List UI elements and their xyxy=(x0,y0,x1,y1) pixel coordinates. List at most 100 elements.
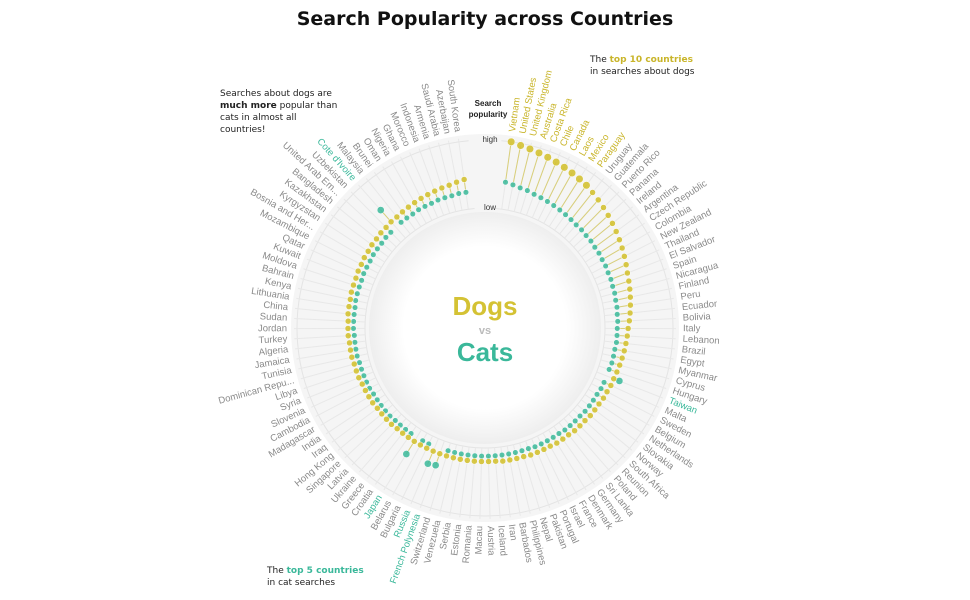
r-grid-ring xyxy=(296,140,674,517)
cat-dot xyxy=(376,206,385,214)
cat-dot xyxy=(567,422,574,429)
dog-dot xyxy=(348,353,356,361)
dog-dot xyxy=(354,267,362,275)
dog-dot xyxy=(595,196,602,204)
category-label: Egypt xyxy=(679,355,705,370)
dog-dot xyxy=(627,301,634,309)
dog-dot xyxy=(369,399,376,407)
dogs-note: Searches about dogs are much more popula… xyxy=(220,88,340,136)
cat-dot xyxy=(614,318,621,325)
cat-dot xyxy=(606,366,613,373)
cat-dot xyxy=(462,189,469,196)
cat-dot xyxy=(572,417,579,424)
dog-dot xyxy=(417,195,425,202)
dog-dot xyxy=(581,417,589,424)
dog-dot xyxy=(405,434,412,441)
dog-dot xyxy=(620,347,628,355)
spoke xyxy=(391,161,427,224)
dog-dot xyxy=(423,444,430,452)
dog-dot xyxy=(589,189,596,196)
cat-dot xyxy=(562,211,569,218)
cat-dot xyxy=(605,269,612,276)
cat-dot xyxy=(599,256,606,263)
cat-dot xyxy=(583,232,590,239)
dog-dot xyxy=(507,137,516,146)
dog-dot xyxy=(358,380,366,388)
connector xyxy=(559,178,580,211)
category-label: Sudan xyxy=(260,311,288,323)
cat-dot xyxy=(350,318,357,325)
dog-dot xyxy=(471,457,478,465)
dog-dot xyxy=(609,220,616,227)
spoke xyxy=(418,148,445,216)
dog-dot xyxy=(438,184,446,192)
dog-dot xyxy=(350,360,358,368)
dog-dot xyxy=(382,224,390,231)
dog-dot xyxy=(540,446,548,453)
dog-dot xyxy=(559,435,567,443)
spoke xyxy=(382,166,422,227)
cat-dot xyxy=(360,270,367,277)
category-label: Romania xyxy=(461,524,475,563)
cat-dot xyxy=(351,311,358,318)
dog-dot xyxy=(365,393,373,401)
cat-dot xyxy=(402,450,411,458)
dog-dot xyxy=(626,309,634,317)
connector xyxy=(594,231,617,248)
dog-dot xyxy=(393,213,401,221)
spoke xyxy=(447,140,463,211)
dog-dot xyxy=(567,168,577,178)
cat-dot xyxy=(352,346,359,353)
dog-dot xyxy=(595,400,603,408)
note-text: The xyxy=(267,566,287,576)
dog-dot xyxy=(358,261,365,268)
cat-dot xyxy=(378,240,385,247)
dog-dot xyxy=(348,288,355,296)
connector xyxy=(605,255,625,267)
spoke xyxy=(438,142,457,212)
connector xyxy=(607,264,627,274)
cat-dot xyxy=(608,359,615,367)
cat-dot xyxy=(403,214,410,222)
category-label: China xyxy=(263,300,290,314)
dog-dot xyxy=(624,269,631,277)
legend-dogs: Dogs xyxy=(453,291,518,321)
connector xyxy=(601,247,623,261)
cat-dot xyxy=(356,283,363,291)
cat-dot xyxy=(478,453,485,460)
dog-dot xyxy=(411,438,418,445)
spoke xyxy=(365,178,411,235)
axis-label: Search xyxy=(475,99,502,108)
cat-dot xyxy=(424,459,432,468)
cat-dot xyxy=(387,229,394,236)
category-label: Jordan xyxy=(258,323,287,334)
note-text: Searches about dogs are xyxy=(220,89,332,99)
cat-dot xyxy=(600,379,608,386)
dog-dot xyxy=(525,144,534,154)
cat-dot xyxy=(455,190,462,197)
cat-dot xyxy=(351,339,358,346)
dog-dot xyxy=(520,453,527,460)
dog-dot xyxy=(626,317,633,325)
dog-dot xyxy=(453,178,460,186)
category-label: Algeria xyxy=(258,344,289,358)
connector xyxy=(553,172,573,206)
cat-dot xyxy=(586,402,593,409)
dog-dot xyxy=(621,253,628,260)
cat-dot xyxy=(550,202,557,209)
category-label: Austria xyxy=(485,526,497,557)
cat-dot xyxy=(352,297,359,304)
r-grid-ring xyxy=(364,207,606,449)
cat-dot xyxy=(595,250,602,257)
dog-dot xyxy=(431,187,438,195)
dog-dot xyxy=(622,340,630,347)
dog-dot xyxy=(506,456,514,464)
dog-dot xyxy=(345,303,353,310)
category-label: Iceland xyxy=(495,525,508,556)
dog-dot xyxy=(344,325,352,332)
dog-dot xyxy=(346,339,353,347)
dog-dot xyxy=(565,431,572,439)
cat-dot xyxy=(448,192,455,199)
dog-dot xyxy=(618,354,626,362)
